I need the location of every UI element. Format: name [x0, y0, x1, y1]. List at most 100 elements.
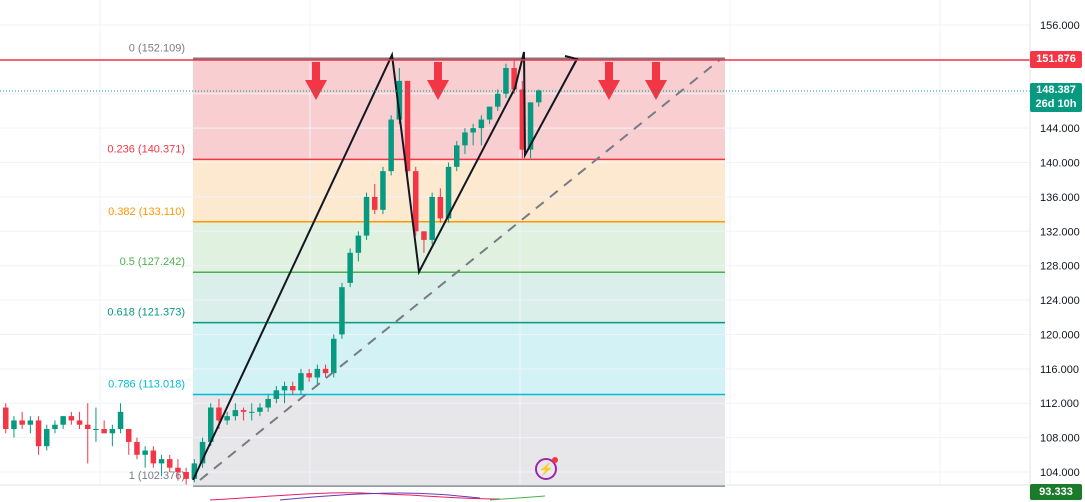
fib-zone-fills — [193, 58, 725, 486]
fib-zone-0.5 — [193, 272, 725, 323]
candle-body — [355, 235, 362, 253]
y-tick-label: 144.000 — [1040, 123, 1080, 135]
candle-body — [183, 472, 189, 479]
candle-body — [117, 411, 124, 430]
dashed-trendline — [199, 57, 723, 481]
y-tick-label: 112.000 — [1040, 398, 1079, 410]
candle-body — [52, 424, 58, 430]
candle-body — [470, 128, 476, 133]
candle-body — [11, 420, 17, 430]
fib-label-0.618: 0.618 (121.373) — [107, 307, 185, 319]
candle-body — [240, 410, 247, 412]
candle-body — [396, 80, 403, 120]
y-tick-label: 128.000 — [1040, 261, 1080, 273]
candle-body — [511, 67, 517, 90]
y-tick-label: 116.000 — [1040, 364, 1079, 376]
candle-body — [290, 386, 296, 391]
fib-zone-0.618 — [193, 322, 725, 395]
candle-body — [44, 429, 50, 447]
oscillator-pane — [0, 484, 1030, 501]
candle-body — [150, 450, 157, 464]
candle-body — [158, 459, 165, 464]
candle-body — [3, 407, 9, 430]
candle-body — [19, 420, 25, 425]
candle-body — [199, 441, 206, 464]
last-price-value: 148.387 — [1036, 84, 1076, 96]
candle-body — [265, 398, 271, 408]
candle-body — [60, 416, 66, 425]
candle-body — [76, 420, 83, 425]
lightning-logo-icon[interactable]: ⚡ — [535, 457, 558, 480]
candle-body — [134, 441, 140, 455]
candle-body — [445, 166, 452, 219]
candle-body — [27, 420, 34, 425]
candle-body — [298, 373, 304, 391]
grid-lines — [0, 0, 1030, 485]
y-tick-label: 140.000 — [1040, 158, 1080, 170]
fib-label-0.5: 0.5 (127.242) — [120, 256, 185, 268]
arrow-head — [564, 55, 579, 71]
candle-body — [322, 368, 329, 374]
candle-body — [224, 416, 230, 421]
candle-body — [306, 373, 312, 378]
candlestick-series — [3, 59, 542, 485]
y-tick-label: 156.000 — [1040, 20, 1080, 32]
candle-body — [380, 171, 386, 210]
down-arrow-icon — [598, 62, 620, 100]
candle-body — [413, 171, 419, 232]
candle-body — [437, 196, 444, 219]
candle-body — [216, 407, 222, 421]
candle-body — [232, 410, 239, 417]
candle-body — [249, 411, 255, 413]
candle-body — [536, 90, 542, 103]
y-tick-label: 136.000 — [1040, 192, 1080, 204]
fib-label-0: 0 (152.109) — [129, 42, 185, 54]
candle-body — [109, 429, 116, 434]
candle-body — [208, 407, 214, 442]
candle-body — [85, 424, 91, 430]
candle-body — [495, 93, 501, 107]
fib-zone-0.236 — [193, 159, 725, 222]
candle-body — [142, 450, 148, 455]
fib-label-0.236: 0.236 (140.371) — [107, 143, 185, 155]
candle-body — [519, 89, 526, 150]
candle-body — [331, 338, 337, 374]
candle-body — [363, 196, 370, 236]
y-tick-label: 132.000 — [1040, 226, 1080, 238]
candle-body — [175, 467, 181, 472]
y-tick-label: 120.000 — [1040, 329, 1080, 341]
trend-drawings — [192, 51, 723, 481]
candle-body — [191, 463, 198, 479]
candle-body — [257, 407, 263, 412]
candle-body — [339, 287, 345, 335]
candle-body — [93, 429, 99, 431]
fib-label-0.786: 0.786 (113.018) — [108, 378, 185, 390]
candle-body — [281, 386, 288, 391]
y-tick-label: 108.000 — [1040, 433, 1080, 445]
candle-body — [404, 80, 411, 172]
down-arrow-icon — [427, 62, 449, 100]
candle-body — [35, 420, 42, 447]
countdown-value: 26d 10h — [1035, 98, 1077, 110]
y-tick-label: 104.000 — [1040, 467, 1080, 479]
candle-body — [429, 196, 435, 240]
fib-zone-0.786 — [193, 394, 725, 486]
candle-body — [478, 119, 485, 129]
oscillator-value-badge: 93.333 — [1030, 484, 1082, 500]
candle-body — [167, 459, 173, 468]
candle-body — [126, 429, 132, 442]
current-price-badge: 151.876 — [1030, 51, 1082, 68]
candle-body — [101, 429, 107, 434]
candle-body — [372, 196, 378, 210]
fib-label-0.382: 0.382 (133.110) — [108, 206, 185, 218]
candle-body — [503, 67, 509, 94]
candle-body — [347, 252, 353, 283]
candle-body — [314, 368, 321, 378]
last-price-badge: 148.387 26d 10h — [1030, 83, 1082, 112]
candle-body — [388, 119, 394, 172]
fib-label-1: 1 (102.376) — [129, 470, 185, 482]
fib-zone-0 — [193, 58, 725, 160]
candle-body — [527, 102, 534, 150]
candle-body — [68, 416, 75, 421]
fib-level-labels: 0 (152.109) 0.236 (140.371) 0.382 (133.110… — [107, 42, 185, 482]
